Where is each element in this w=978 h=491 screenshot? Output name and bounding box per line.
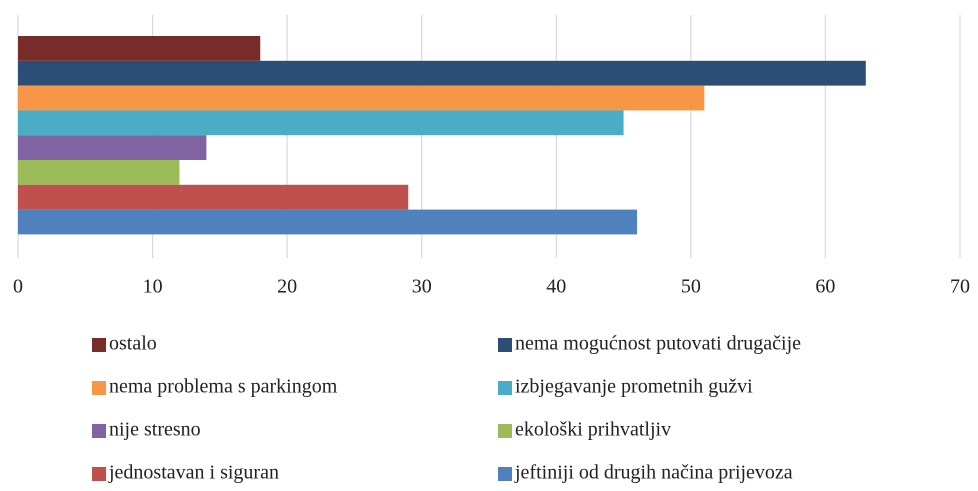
x-tick-label: 20 xyxy=(277,276,297,298)
legend-marker xyxy=(92,338,106,352)
legend-label: jeftiniji od drugih načina prijevoza xyxy=(514,462,793,484)
legend-label: izbjegavanje prometnih gužvi xyxy=(515,376,753,398)
x-tick-label: 10 xyxy=(143,276,163,298)
x-tick-label: 40 xyxy=(546,276,566,298)
bar xyxy=(18,209,638,235)
bar xyxy=(18,110,624,136)
legend-label: jednostavan i siguran xyxy=(108,462,279,484)
legend-label: ekološki prihvatljiv xyxy=(515,419,671,441)
legend-label: nije stresno xyxy=(109,419,201,441)
legend-marker xyxy=(498,381,512,395)
bar xyxy=(18,160,180,185)
legend-label: nema mogućnost putovati drugačije xyxy=(515,333,801,355)
bar xyxy=(18,135,207,160)
bar xyxy=(18,60,866,86)
bar xyxy=(18,184,409,210)
legend-marker xyxy=(92,381,106,395)
x-tick-label: 30 xyxy=(412,276,432,298)
legend-marker xyxy=(92,467,106,481)
legend-marker xyxy=(498,338,512,352)
x-tick-label: 0 xyxy=(13,276,23,298)
x-tick-label: 60 xyxy=(815,276,835,298)
bar xyxy=(18,36,261,61)
legend-marker xyxy=(92,424,106,438)
legend-label: ostalo xyxy=(109,333,157,355)
x-tick-label: 70 xyxy=(950,276,970,298)
x-tick-label: 50 xyxy=(681,276,701,298)
bar xyxy=(18,85,705,111)
legend-marker xyxy=(498,424,512,438)
legend-label: nema problema s parkingom xyxy=(109,376,338,398)
legend-marker xyxy=(498,467,512,481)
